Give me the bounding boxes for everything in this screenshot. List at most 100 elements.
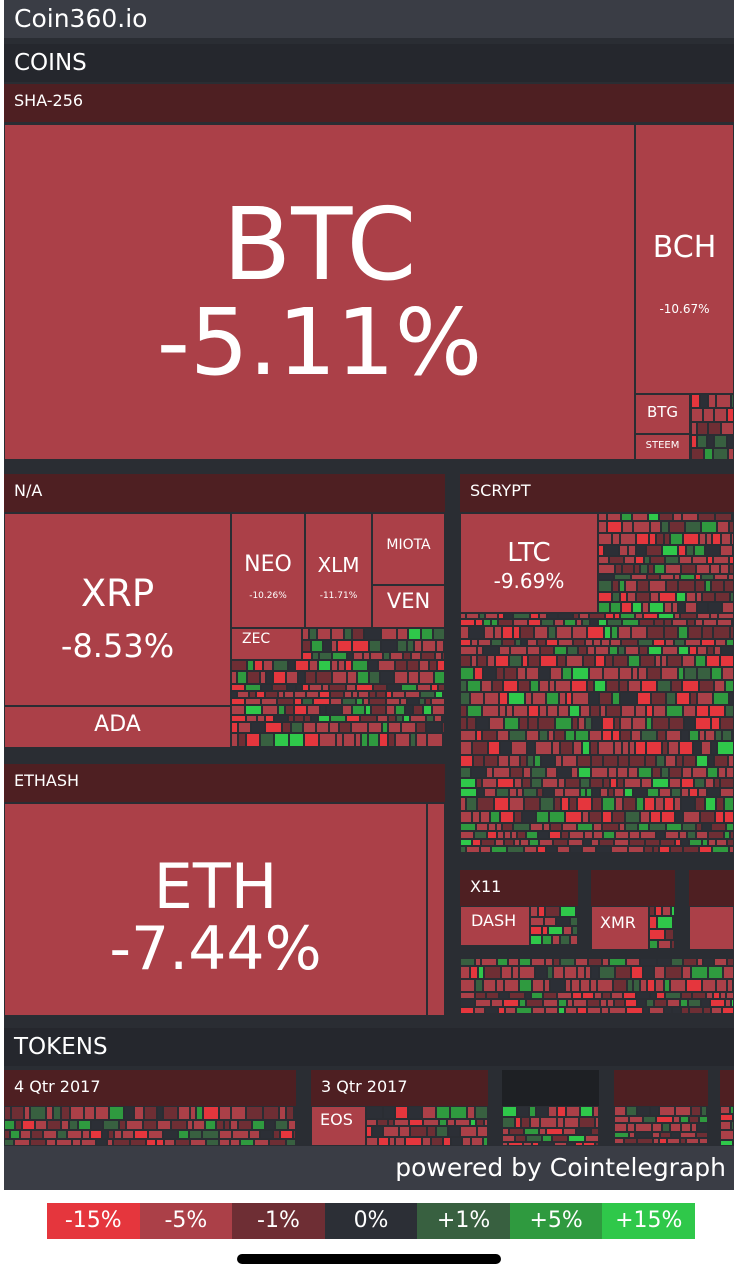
coin-cell[interactable] bbox=[687, 619, 695, 626]
coin-cell[interactable] bbox=[702, 626, 713, 639]
coin-cell[interactable] bbox=[565, 979, 571, 992]
coin-cell[interactable] bbox=[577, 823, 593, 831]
coin-cell[interactable] bbox=[733, 979, 734, 992]
coin-cell[interactable] bbox=[610, 639, 621, 646]
coin-cell[interactable] bbox=[683, 755, 696, 767]
coin-cell[interactable] bbox=[600, 705, 606, 717]
coin-cell[interactable] bbox=[312, 747, 322, 748]
coin-cell[interactable] bbox=[577, 755, 591, 767]
coin-cell[interactable] bbox=[219, 1106, 231, 1120]
coin-cell[interactable] bbox=[572, 626, 587, 639]
coin-cell[interactable] bbox=[639, 646, 648, 655]
coin-cell[interactable] bbox=[483, 979, 496, 992]
coin-cell[interactable] bbox=[657, 916, 673, 929]
coin-cell[interactable] bbox=[521, 639, 527, 646]
coin-cell[interactable] bbox=[544, 979, 550, 992]
coin-cell[interactable] bbox=[591, 755, 603, 767]
coin-cell[interactable] bbox=[650, 592, 659, 602]
coin-cell[interactable] bbox=[396, 715, 403, 722]
coin-cell[interactable] bbox=[620, 717, 632, 730]
coin-cell[interactable] bbox=[684, 717, 695, 730]
coin-cell[interactable] bbox=[178, 1106, 190, 1120]
coin-cell[interactable] bbox=[478, 639, 491, 646]
coin-cell[interactable] bbox=[202, 1130, 219, 1139]
coin-cell[interactable] bbox=[718, 613, 734, 619]
coin-cell[interactable] bbox=[496, 853, 510, 855]
coin-cell[interactable] bbox=[543, 999, 558, 1007]
coin-cell[interactable] bbox=[293, 747, 301, 748]
coin-cell[interactable] bbox=[711, 667, 722, 680]
coin-cell[interactable] bbox=[553, 853, 563, 855]
coin-cell[interactable] bbox=[567, 999, 573, 1007]
coin-cell[interactable] bbox=[347, 671, 357, 684]
coin-cell[interactable] bbox=[503, 680, 518, 692]
coin-cell[interactable] bbox=[679, 741, 693, 755]
coin-cell[interactable] bbox=[699, 680, 714, 692]
coin-cell[interactable] bbox=[573, 999, 587, 1007]
coin-cell[interactable] bbox=[708, 831, 724, 839]
coin-cell[interactable] bbox=[502, 1117, 515, 1128]
coin-cell[interactable] bbox=[598, 741, 614, 755]
coin-cell[interactable] bbox=[460, 788, 477, 797]
coin-cell[interactable] bbox=[561, 797, 569, 811]
coin-cell[interactable] bbox=[689, 788, 698, 797]
coin-cell[interactable] bbox=[599, 966, 615, 979]
coin-cell[interactable] bbox=[403, 715, 410, 722]
coin-cell[interactable] bbox=[683, 958, 697, 966]
coin-cell[interactable] bbox=[304, 715, 311, 722]
coin-cell[interactable] bbox=[246, 715, 257, 722]
coin-cell[interactable] bbox=[383, 652, 390, 660]
coin-cell[interactable] bbox=[501, 966, 512, 979]
coin-cell[interactable] bbox=[502, 639, 515, 646]
coin-cell[interactable] bbox=[587, 999, 600, 1007]
coin-cell[interactable] bbox=[528, 619, 541, 626]
coin-cell[interactable] bbox=[460, 741, 472, 755]
coin-cell[interactable] bbox=[672, 853, 689, 855]
coin-cell[interactable] bbox=[701, 1106, 707, 1116]
coin-cell[interactable] bbox=[381, 640, 397, 652]
coin-cell[interactable] bbox=[727, 979, 733, 992]
coin-cell[interactable] bbox=[286, 671, 298, 684]
coin-cell[interactable] bbox=[509, 797, 524, 811]
coin-cell[interactable] bbox=[627, 979, 633, 992]
coin-cell[interactable] bbox=[725, 1014, 732, 1016]
coin-cell[interactable] bbox=[658, 940, 671, 949]
coin-cell[interactable] bbox=[697, 1123, 708, 1132]
coin-cell[interactable] bbox=[448, 1126, 460, 1137]
coin-cell[interactable] bbox=[319, 733, 336, 747]
coin-cell[interactable] bbox=[604, 545, 619, 556]
coin-cell[interactable] bbox=[557, 767, 571, 778]
coin-cell[interactable] bbox=[289, 733, 304, 747]
coin-cell[interactable] bbox=[260, 671, 266, 684]
coin-cell[interactable] bbox=[442, 715, 445, 722]
coin-cell[interactable] bbox=[61, 1106, 70, 1120]
coin-cell[interactable] bbox=[564, 619, 576, 626]
coin-cell[interactable] bbox=[723, 966, 734, 979]
coin-cell[interactable] bbox=[472, 839, 481, 846]
coin-cell[interactable] bbox=[460, 823, 476, 831]
coin-cell[interactable] bbox=[426, 715, 434, 722]
coin-cell[interactable] bbox=[460, 999, 475, 1007]
coin-cell[interactable] bbox=[497, 778, 514, 788]
coin-cell[interactable] bbox=[245, 698, 261, 705]
coin-cell[interactable] bbox=[265, 691, 278, 698]
coin-cell[interactable] bbox=[245, 684, 261, 691]
coin-cell[interactable] bbox=[510, 646, 527, 655]
coin-cell[interactable] bbox=[509, 730, 526, 741]
coin-cell[interactable] bbox=[557, 846, 570, 853]
coin-cell[interactable] bbox=[691, 1123, 697, 1132]
coin-cell[interactable] bbox=[422, 1106, 436, 1119]
coin-cell[interactable] bbox=[486, 767, 493, 778]
coin-cell[interactable] bbox=[497, 730, 509, 741]
coin-cell[interactable] bbox=[671, 958, 683, 966]
coin-cell[interactable] bbox=[231, 747, 245, 748]
coin-cell[interactable] bbox=[107, 1139, 113, 1146]
coin-cell[interactable] bbox=[640, 831, 656, 839]
coin-cell[interactable] bbox=[601, 639, 610, 646]
coin-cell[interactable] bbox=[205, 1120, 216, 1130]
coin-cell[interactable] bbox=[665, 556, 679, 564]
coin-cell[interactable] bbox=[562, 667, 572, 680]
coin-cell[interactable] bbox=[401, 684, 417, 691]
coin-cell[interactable] bbox=[436, 1106, 450, 1119]
coin-cell[interactable] bbox=[329, 722, 339, 733]
